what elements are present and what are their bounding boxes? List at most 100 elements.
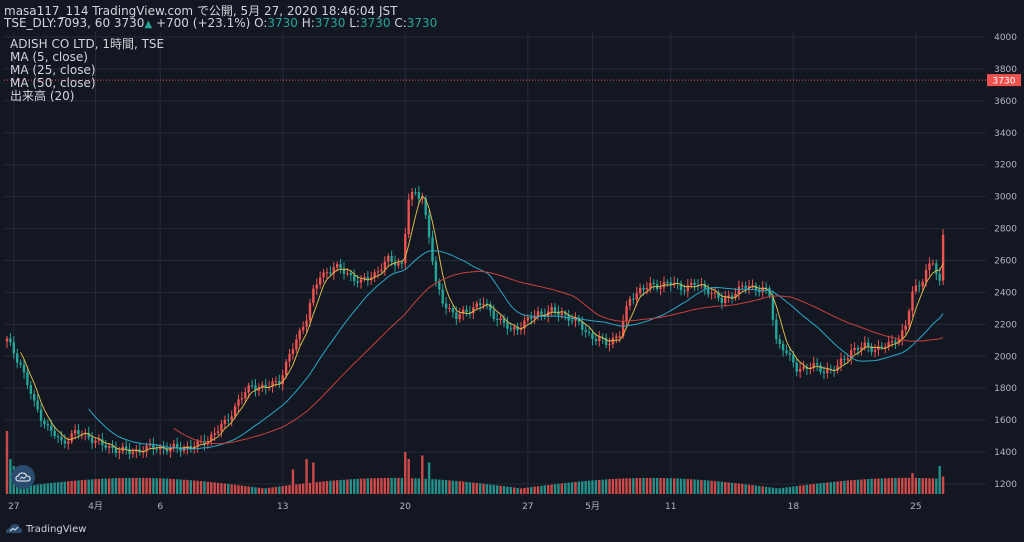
candle-body	[764, 287, 768, 289]
candle-body	[509, 328, 512, 330]
volume-bar	[264, 488, 267, 494]
candle-body	[118, 451, 121, 453]
volume-bar	[540, 485, 543, 494]
legend-title[interactable]: ADISH CO LTD, 1時間, TSE	[10, 37, 165, 51]
volume-bar	[843, 480, 846, 494]
candle-body	[781, 344, 785, 351]
candle-body	[60, 436, 63, 441]
candle-body	[645, 288, 649, 290]
volume-bar	[281, 486, 284, 494]
time-tick-label: 18	[788, 502, 800, 512]
volume-bar	[322, 481, 325, 494]
candle-body	[458, 314, 461, 320]
candle-body	[387, 255, 390, 262]
candle-body	[836, 365, 839, 371]
candle-body	[536, 311, 540, 317]
volume-bar	[873, 478, 877, 494]
legend-ma5[interactable]: MA (5, close)	[10, 50, 88, 64]
volume-bar	[393, 477, 397, 494]
candle-body	[339, 264, 342, 269]
volume-bar	[315, 482, 318, 494]
volume-bar	[356, 478, 359, 494]
candle-body	[533, 316, 536, 319]
candle-body	[846, 358, 849, 360]
price-tick-label: 1200	[994, 480, 1017, 490]
tradingview-brand[interactable]: TradingView	[5, 520, 86, 538]
cloud-icon[interactable]	[11, 465, 35, 489]
candle-body	[897, 339, 901, 343]
volume-bar	[846, 480, 849, 494]
volume-bar	[162, 478, 165, 494]
candle-body	[506, 322, 509, 329]
volume-bar	[713, 481, 717, 494]
volume-bar	[703, 480, 707, 494]
volume-bar	[924, 478, 928, 494]
volume-bar	[107, 478, 111, 494]
candle-body	[43, 420, 46, 425]
volume-bar	[737, 483, 741, 494]
volume-bar	[710, 480, 713, 494]
volume-bar	[342, 479, 346, 494]
volume-bar	[332, 480, 335, 494]
volume-bar	[216, 482, 220, 494]
volume-bar	[707, 480, 710, 494]
volume-bar	[884, 478, 887, 494]
candle-body	[924, 270, 928, 282]
price-tick-label: 2400	[994, 288, 1017, 298]
volume-bar	[165, 478, 169, 494]
candle-body	[472, 307, 475, 314]
legend-ma25[interactable]: MA (25, close)	[10, 63, 96, 77]
candle-body	[652, 282, 655, 285]
candle-body	[914, 285, 918, 292]
candle-body	[519, 328, 523, 331]
price-tick-label: 2200	[994, 320, 1017, 330]
volume-bar	[80, 480, 84, 494]
candle-body	[737, 286, 741, 294]
volume-bar	[213, 482, 216, 494]
candle-body	[822, 371, 826, 374]
candle-body	[325, 272, 329, 274]
volume-bar	[128, 477, 131, 494]
volume-bar	[730, 482, 734, 494]
candle-body	[710, 293, 713, 295]
volume-bar	[329, 480, 332, 494]
candle-body	[768, 288, 771, 296]
price-tick-label: 2000	[994, 352, 1017, 362]
volume-bar	[516, 487, 519, 494]
candle-body	[250, 385, 254, 387]
volume-bar	[223, 483, 227, 494]
volume-bar	[655, 477, 659, 494]
candle-body	[254, 385, 257, 391]
candle-body	[165, 448, 169, 452]
candle-body	[182, 447, 186, 452]
volume-bar	[318, 481, 322, 494]
candle-body	[298, 330, 301, 340]
candle-body	[751, 285, 754, 287]
volume-bar	[179, 479, 182, 494]
candle-body	[158, 446, 162, 450]
volume-bar	[111, 478, 114, 494]
volume-bar	[601, 479, 604, 494]
indicator-legend: ADISH CO LTD, 1時間, TSE MA (5, close) MA …	[10, 38, 164, 103]
candle-body	[666, 282, 669, 284]
volume-bar	[802, 485, 805, 494]
volume-bar	[720, 481, 724, 494]
volume-bar	[36, 484, 39, 494]
volume-bar	[380, 477, 383, 494]
volume-bar	[465, 481, 468, 494]
volume-bar	[781, 487, 785, 494]
candle-body	[775, 319, 778, 340]
volume-bar	[237, 485, 240, 494]
legend-ma50[interactable]: MA (50, close)	[10, 76, 96, 90]
legend-volume[interactable]: 出来高 (20)	[10, 89, 75, 103]
candle-body	[53, 430, 56, 437]
price-tick-label: 4000	[994, 33, 1017, 43]
candle-body	[240, 398, 244, 400]
volume-bar	[751, 485, 754, 494]
high-value: 3730	[314, 16, 346, 30]
volume-bar	[186, 479, 189, 494]
candle-body	[931, 263, 935, 265]
candle-body	[264, 384, 267, 388]
candle-body	[744, 285, 747, 289]
